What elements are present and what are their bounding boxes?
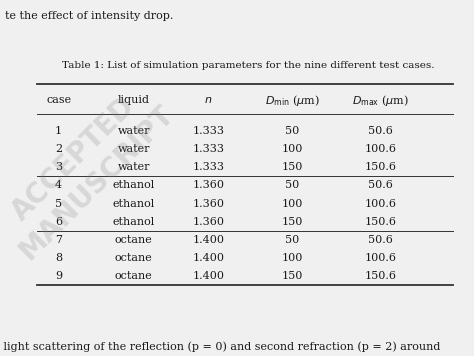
Text: 100.6: 100.6 <box>365 199 396 209</box>
Text: Table 1: List of simulation parameters for the nine different test cases.: Table 1: List of simulation parameters f… <box>62 61 435 70</box>
Text: 1.333: 1.333 <box>192 126 225 136</box>
Text: 50.6: 50.6 <box>368 180 393 190</box>
Text: 150: 150 <box>282 162 303 172</box>
Text: water: water <box>118 144 150 154</box>
Text: 150: 150 <box>282 216 303 227</box>
Text: 1.400: 1.400 <box>192 271 225 281</box>
Text: 1.360: 1.360 <box>192 199 225 209</box>
Text: 3: 3 <box>55 162 62 172</box>
Text: 50.6: 50.6 <box>368 235 393 245</box>
Text: te the effect of intensity drop.: te the effect of intensity drop. <box>5 11 173 21</box>
Text: 150.6: 150.6 <box>365 216 396 227</box>
Text: 150.6: 150.6 <box>365 162 396 172</box>
Text: 50: 50 <box>285 180 300 190</box>
Text: liquid: liquid <box>118 95 150 105</box>
Text: 1.360: 1.360 <box>192 216 225 227</box>
Text: 1.333: 1.333 <box>192 162 225 172</box>
Text: $n$: $n$ <box>204 95 213 105</box>
Text: 50: 50 <box>285 235 300 245</box>
Text: $D_{\mathrm{min}}$ ($\mu$m): $D_{\mathrm{min}}$ ($\mu$m) <box>265 93 319 108</box>
Text: 1.333: 1.333 <box>192 144 225 154</box>
Text: ethanol: ethanol <box>112 216 155 227</box>
Text: water: water <box>118 126 150 136</box>
Text: $D_{\mathrm{max}}$ ($\mu$m): $D_{\mathrm{max}}$ ($\mu$m) <box>352 93 409 108</box>
Text: 50.6: 50.6 <box>368 126 393 136</box>
Text: 1.400: 1.400 <box>192 253 225 263</box>
Text: water: water <box>118 162 150 172</box>
Text: 1.400: 1.400 <box>192 235 225 245</box>
Text: octane: octane <box>115 271 153 281</box>
Text: light scattering of the reflection (p = 0) and second refraction (p = 2) around: light scattering of the reflection (p = … <box>0 342 440 352</box>
Text: 9: 9 <box>55 271 62 281</box>
Text: 100: 100 <box>282 253 303 263</box>
Text: 100: 100 <box>282 199 303 209</box>
Text: 50: 50 <box>285 126 300 136</box>
Text: 1: 1 <box>55 126 62 136</box>
Text: 150: 150 <box>282 271 303 281</box>
Text: 6: 6 <box>55 216 62 227</box>
Text: 100: 100 <box>282 144 303 154</box>
Text: 100.6: 100.6 <box>365 253 396 263</box>
Text: case: case <box>46 95 71 105</box>
Text: ACCEPTED
MANUSCRIPT: ACCEPTED MANUSCRIPT <box>0 77 180 265</box>
Text: 4: 4 <box>55 180 62 190</box>
Text: 150.6: 150.6 <box>365 271 396 281</box>
Text: ethanol: ethanol <box>112 199 155 209</box>
Text: 5: 5 <box>55 199 62 209</box>
Text: octane: octane <box>115 235 153 245</box>
Text: ethanol: ethanol <box>112 180 155 190</box>
Text: 2: 2 <box>55 144 62 154</box>
Text: 1.360: 1.360 <box>192 180 225 190</box>
Text: octane: octane <box>115 253 153 263</box>
Text: 7: 7 <box>55 235 62 245</box>
Text: 8: 8 <box>55 253 62 263</box>
Text: 100.6: 100.6 <box>365 144 396 154</box>
